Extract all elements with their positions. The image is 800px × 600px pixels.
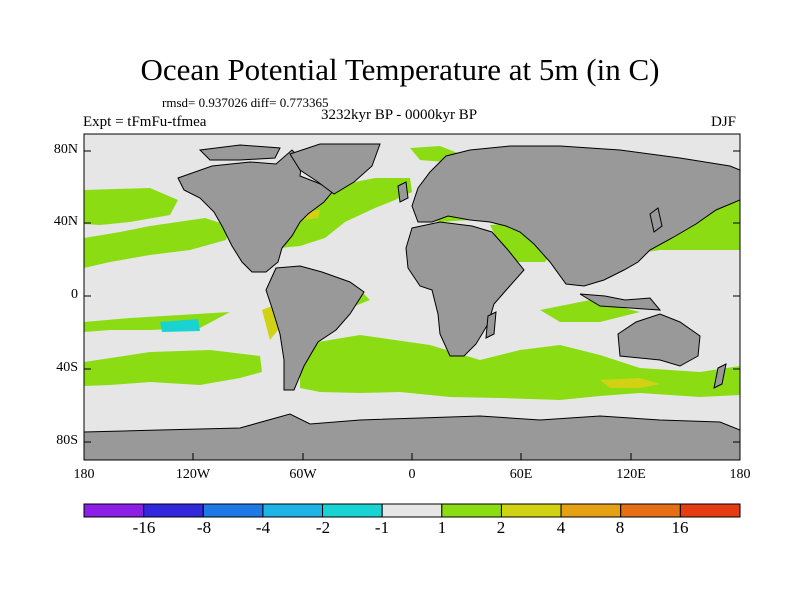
colorbar-label: 8 [615,518,625,537]
lat-label-40n: 40N [53,214,78,229]
colorbar-label: 4 [556,518,566,537]
colorbar-box [381,503,443,518]
stats-text: rmsd= 0.937026 diff= 0.773365 [162,95,329,110]
southern-ocean-patch [600,378,660,388]
colorbar-label: -1 [374,518,390,537]
japan [649,207,663,233]
lon-label-120w: 120W [175,467,211,482]
colorbar-box [83,503,145,518]
land-masses [84,143,740,460]
map-panel [84,134,740,460]
eurasia [411,145,740,287]
east-pacific-band [84,218,230,268]
colorbar-box [262,503,324,518]
lon-label-180w: 180 [73,467,95,482]
colorbar-box [679,503,741,518]
colorbar-label: -4 [255,518,271,537]
lon-label-60e: 60E [509,467,533,482]
colorbar-box [620,503,681,518]
colorbar-box [143,503,204,518]
south-america [265,265,365,391]
lat-label-40s: 40S [56,360,78,375]
greenland [289,143,381,195]
north-pacific-west-band [84,188,178,225]
uk [397,181,409,203]
colorbar-label: -8 [196,518,212,537]
lon-label-180e: 180 [729,467,751,482]
colorbar-label: 16 [671,518,689,537]
period-text: 3232kyr BP - 0000kyr BP [321,107,478,123]
north-america [177,149,335,273]
south-pacific-cool-patch [160,319,200,332]
colorbar-box [560,503,622,518]
lat-ticks [84,150,740,443]
colorbar-label: -2 [315,518,331,537]
arctic-islands [198,144,281,161]
experiment-label: Expt = tFmFu-tfmea [83,114,207,130]
lon-label-120e: 120E [616,467,646,482]
colorbar-label: -16 [132,518,156,537]
south-pacific-band [84,350,262,386]
lat-label-80n: 80N [53,142,78,157]
indian-ocean-band [540,300,640,322]
lat-label-0: 0 [71,287,78,302]
new-zealand [713,363,727,389]
map-title: Ocean Potential Temperature at 5m (in C) [140,52,660,87]
africa [405,221,525,357]
lon-label-60w: 60W [289,467,317,482]
colorbar-label: 1 [437,518,447,537]
australia [617,313,701,367]
colorbar-box [322,503,383,518]
colorbar-box [500,503,562,518]
madagascar [485,311,497,339]
colorbar [83,503,741,518]
lat-label-80s: 80S [56,433,78,448]
colorbar-box [441,503,502,518]
lon-ticks [83,453,741,460]
indonesia [579,293,662,311]
season-label: DJF [711,114,737,130]
colorbar-label: 2 [496,518,506,537]
lon-label-0: 0 [408,467,416,482]
antarctica [84,413,740,460]
colorbar-box [202,503,264,518]
